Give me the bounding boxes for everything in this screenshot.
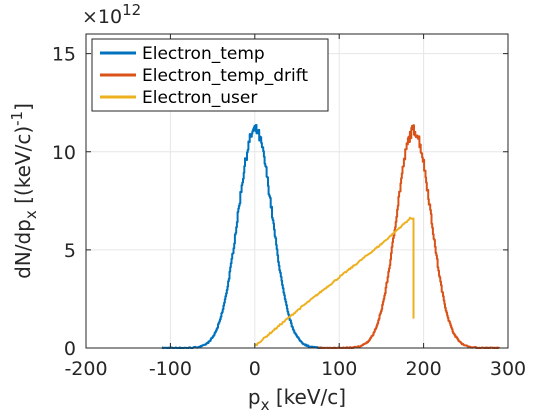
- x-tick-label: 0: [249, 358, 261, 380]
- legend: Electron_tempElectron_temp_driftElectron…: [91, 38, 329, 112]
- y-tick-label: 0: [64, 338, 76, 360]
- x-tick-label: -200: [64, 358, 107, 380]
- x-tick-label: -100: [149, 358, 192, 380]
- series-line-electron-temp: [161, 124, 323, 349]
- series-layer: [161, 124, 501, 349]
- y-tick-label: 15: [52, 44, 76, 66]
- legend-label-electron-user: Electron_user: [142, 88, 257, 108]
- plot-frame: [85, 33, 509, 349]
- tick-labels: -200 -100 0 100 200 300 0 5 10 15: [52, 44, 526, 380]
- series-line-electron-temp-drift: [317, 124, 501, 349]
- y-axis-title: dN/dpx [(keV/c)-1]: [8, 103, 40, 279]
- x-tick-label: 300: [490, 358, 526, 380]
- legend-label-electron-temp-drift: Electron_temp_drift: [142, 66, 308, 86]
- y-axis-exponent: ×1012: [82, 1, 141, 28]
- x-tick-label: 100: [321, 358, 357, 380]
- y-tick-label: 5: [64, 240, 76, 262]
- x-axis-title: px [keV/c]: [248, 385, 346, 414]
- series-line-electron-user: [254, 216, 415, 347]
- legend-label-electron-temp: Electron_temp: [142, 44, 265, 64]
- y-tick-label: 10: [52, 142, 76, 164]
- axis-ticks: [85, 34, 509, 349]
- x-tick-label: 200: [405, 358, 441, 380]
